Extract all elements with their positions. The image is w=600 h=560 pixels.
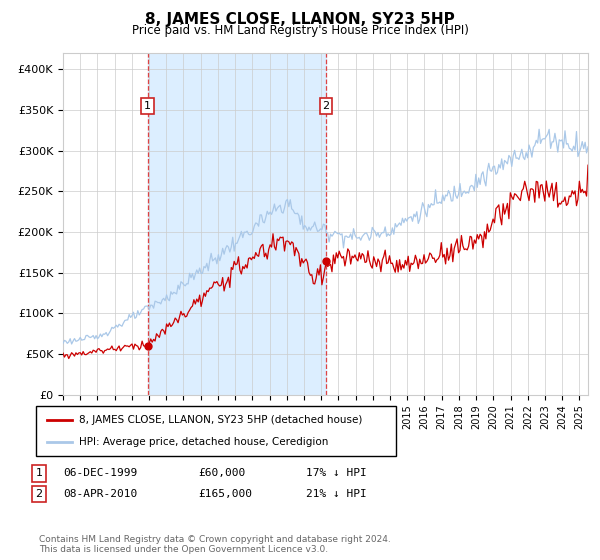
Text: £165,000: £165,000 bbox=[198, 489, 252, 499]
Text: 06-DEC-1999: 06-DEC-1999 bbox=[63, 468, 137, 478]
FancyBboxPatch shape bbox=[36, 406, 396, 456]
Text: 17% ↓ HPI: 17% ↓ HPI bbox=[306, 468, 367, 478]
Text: 21% ↓ HPI: 21% ↓ HPI bbox=[306, 489, 367, 499]
Text: Price paid vs. HM Land Registry's House Price Index (HPI): Price paid vs. HM Land Registry's House … bbox=[131, 24, 469, 36]
Text: £60,000: £60,000 bbox=[198, 468, 245, 478]
Bar bbox=[148, 53, 326, 395]
Text: 2: 2 bbox=[322, 101, 329, 111]
Text: 2: 2 bbox=[35, 489, 43, 499]
Text: HPI: Average price, detached house, Ceredigion: HPI: Average price, detached house, Cere… bbox=[79, 437, 329, 447]
Text: 1: 1 bbox=[144, 101, 151, 111]
Text: 8, JAMES CLOSE, LLANON, SY23 5HP: 8, JAMES CLOSE, LLANON, SY23 5HP bbox=[145, 12, 455, 27]
Text: 08-APR-2010: 08-APR-2010 bbox=[63, 489, 137, 499]
Text: Contains HM Land Registry data © Crown copyright and database right 2024.
This d: Contains HM Land Registry data © Crown c… bbox=[39, 535, 391, 554]
Text: 8, JAMES CLOSE, LLANON, SY23 5HP (detached house): 8, JAMES CLOSE, LLANON, SY23 5HP (detach… bbox=[79, 415, 362, 425]
Text: 1: 1 bbox=[35, 468, 43, 478]
